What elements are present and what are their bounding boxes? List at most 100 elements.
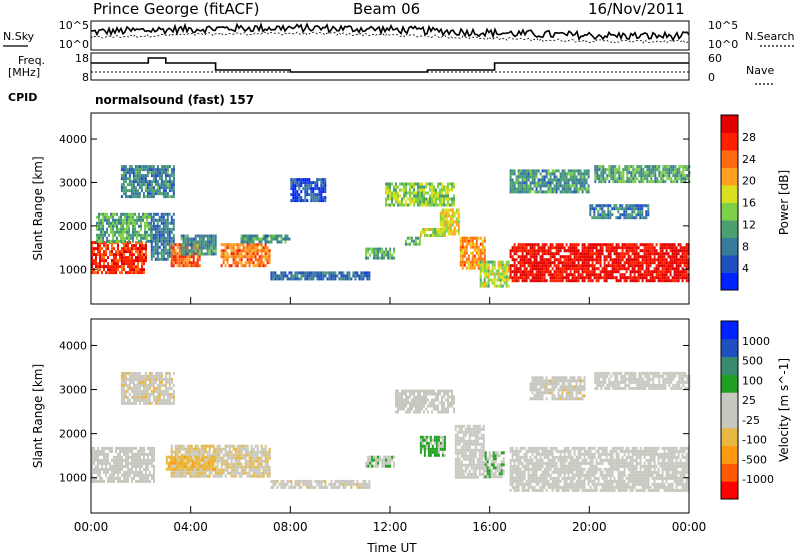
data-cell bbox=[143, 244, 145, 248]
data-cell bbox=[513, 264, 516, 268]
data-cell bbox=[593, 216, 596, 220]
data-cell bbox=[244, 462, 247, 466]
data-cell bbox=[509, 181, 512, 185]
data-cell bbox=[212, 234, 215, 238]
data-cell bbox=[449, 208, 452, 212]
data-cell bbox=[164, 386, 167, 390]
data-cell bbox=[310, 196, 313, 200]
data-cell bbox=[294, 193, 297, 197]
data-cell bbox=[655, 273, 658, 277]
data-cell bbox=[130, 380, 133, 384]
data-cell bbox=[178, 264, 181, 268]
data-cell bbox=[511, 255, 514, 259]
data-cell bbox=[102, 221, 104, 225]
data-cell bbox=[145, 250, 147, 254]
data-cell bbox=[549, 279, 552, 283]
data-cell bbox=[222, 453, 225, 457]
data-cell bbox=[642, 177, 645, 181]
data-cell bbox=[234, 474, 237, 478]
data-cell bbox=[595, 216, 598, 220]
data-cell bbox=[298, 187, 301, 191]
data-cell bbox=[127, 262, 129, 266]
data-cell bbox=[529, 255, 532, 259]
data-cell bbox=[124, 389, 127, 393]
data-cell bbox=[113, 458, 115, 462]
data-cell bbox=[632, 180, 635, 184]
data-cell bbox=[262, 453, 265, 457]
data-cell bbox=[160, 177, 163, 181]
data-cell bbox=[389, 250, 392, 254]
data-cell bbox=[375, 250, 378, 254]
data-cell bbox=[624, 180, 627, 184]
data-cell bbox=[160, 242, 163, 246]
data-cell bbox=[191, 461, 194, 465]
data-cell bbox=[138, 389, 141, 393]
data-cell bbox=[412, 239, 415, 243]
data-cell bbox=[122, 212, 124, 216]
data-cell bbox=[222, 471, 225, 475]
data-cell bbox=[206, 444, 209, 448]
data-cell bbox=[288, 271, 291, 275]
data-cell bbox=[443, 188, 445, 192]
data-cell bbox=[139, 446, 141, 450]
data-cell bbox=[256, 459, 259, 463]
data-cell bbox=[589, 255, 592, 259]
data-cell bbox=[212, 447, 215, 451]
data-cell bbox=[254, 249, 257, 253]
data-cell bbox=[645, 273, 648, 277]
data-cell bbox=[292, 196, 295, 200]
data-cell bbox=[310, 190, 313, 194]
data-cell bbox=[330, 271, 333, 275]
data-cell bbox=[455, 211, 458, 215]
data-cell bbox=[260, 261, 263, 265]
data-cell bbox=[322, 178, 325, 182]
data-cell bbox=[166, 242, 169, 246]
data-cell bbox=[605, 279, 608, 283]
data-cell bbox=[328, 271, 331, 275]
data-region bbox=[270, 271, 371, 281]
data-cell bbox=[230, 249, 233, 253]
data-cell bbox=[175, 467, 178, 471]
data-cell bbox=[587, 175, 590, 179]
data-cell bbox=[268, 255, 271, 259]
data-cell bbox=[145, 479, 147, 483]
data-cell bbox=[334, 274, 337, 278]
data-cell bbox=[153, 458, 155, 462]
data-cell bbox=[629, 204, 632, 208]
data-cell bbox=[609, 264, 612, 268]
data-cell bbox=[555, 187, 558, 191]
data-cell bbox=[431, 231, 434, 234]
data-cell bbox=[679, 261, 682, 265]
data-cell bbox=[597, 216, 600, 220]
data-cell bbox=[485, 275, 488, 279]
data-cell bbox=[170, 377, 173, 381]
data-cell bbox=[459, 239, 462, 243]
data-cell bbox=[320, 271, 323, 275]
data-cell bbox=[581, 178, 584, 182]
data-cell bbox=[120, 239, 122, 243]
data-cell bbox=[144, 374, 147, 378]
data-cell bbox=[170, 168, 173, 172]
data-cell bbox=[197, 467, 200, 471]
data-cell bbox=[598, 180, 601, 184]
data-cell bbox=[615, 207, 618, 211]
data-cell bbox=[663, 252, 666, 256]
data-cell bbox=[136, 392, 139, 396]
data-cell bbox=[115, 461, 117, 465]
data-cell bbox=[172, 249, 175, 253]
data-cell bbox=[131, 455, 133, 459]
data-cell bbox=[637, 270, 640, 274]
data-cell bbox=[457, 214, 460, 218]
data-cell bbox=[153, 446, 155, 450]
data-cell bbox=[150, 236, 153, 240]
data-cell bbox=[147, 479, 149, 483]
data-cell bbox=[575, 243, 578, 247]
data-cell bbox=[662, 171, 665, 175]
data-cell bbox=[184, 255, 187, 259]
data-cell bbox=[612, 168, 615, 172]
data-cell bbox=[553, 252, 556, 256]
data-cell bbox=[160, 230, 163, 234]
data-cell bbox=[443, 185, 445, 189]
data-cell bbox=[172, 165, 175, 169]
data-cell bbox=[511, 172, 514, 176]
